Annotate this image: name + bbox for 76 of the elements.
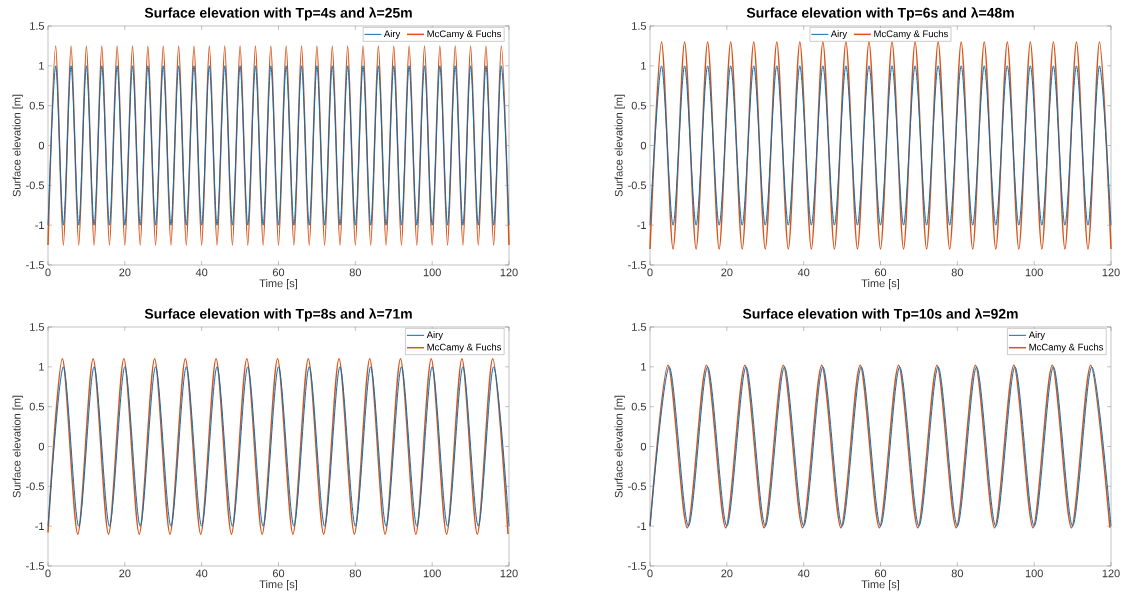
x-tick-label: 100 — [1025, 268, 1043, 277]
y-tick-label: -1.5 — [26, 261, 45, 269]
x-tick-label: 40 — [195, 268, 208, 277]
x-tick-label: 80 — [951, 569, 963, 578]
y-tick-label: 1 — [641, 62, 646, 70]
legend-label: Airy — [383, 30, 401, 40]
y-axis-title: Surface elevation [m] — [12, 94, 23, 197]
x-axis-title: Time [s] — [861, 279, 899, 290]
x-tick-label: 60 — [874, 268, 887, 277]
chart-title: Surface elevation with Tp=4s and λ=25m — [144, 7, 412, 21]
legend-label: McCamy & Fuchs — [874, 30, 948, 40]
y-tick-label: -1 — [637, 522, 646, 530]
y-tick-label: 0.5 — [631, 101, 647, 110]
x-tick-label: 60 — [272, 569, 285, 578]
legend-label: Airy — [1028, 331, 1046, 341]
chart-title: Surface elevation with Tp=8s and λ=71m — [144, 308, 412, 322]
x-axis-title: Time [s] — [259, 580, 297, 591]
x-tick-label: 60 — [272, 268, 285, 277]
x-tick-label: 100 — [423, 569, 441, 578]
x-tick-label: 20 — [119, 268, 131, 277]
y-tick-label: 1 — [39, 62, 44, 70]
y-axis-title: Surface elevation [m] — [614, 94, 625, 197]
x-axis-title: Time [s] — [861, 580, 899, 591]
x-axis-title: Time [s] — [259, 279, 297, 290]
y-tick-label: 0 — [640, 141, 647, 150]
y-tick-label: -1.5 — [26, 562, 45, 570]
y-tick-label: 0.5 — [631, 402, 647, 411]
x-tick-label: 0 — [45, 569, 51, 578]
x-tick-label: 20 — [721, 268, 733, 277]
chart-title: Surface elevation with Tp=10s and λ=92m — [742, 308, 1018, 322]
y-tick-label: 1.5 — [30, 22, 45, 30]
y-tick-label: 0 — [38, 442, 45, 451]
y-tick-label: 0.5 — [29, 402, 45, 411]
y-tick-label: 0 — [640, 442, 647, 451]
y-axis-title: Surface elevation [m] — [614, 395, 625, 498]
x-tick-label: 120 — [500, 569, 518, 578]
y-tick-label: -0.5 — [628, 181, 647, 190]
legend-label: McCamy & Fuchs — [427, 343, 502, 353]
x-tick-label: 20 — [721, 569, 733, 578]
x-tick-label: 40 — [797, 268, 810, 277]
x-tick-label: 0 — [45, 268, 51, 277]
x-tick-label: 80 — [349, 569, 361, 578]
y-tick-label: 1.5 — [632, 323, 647, 331]
legend-label: Airy — [830, 30, 848, 40]
y-tick-label: -1.5 — [628, 562, 647, 570]
x-tick-label: 100 — [1025, 569, 1043, 578]
y-tick-label: -1.5 — [628, 261, 647, 269]
chart-title: Surface elevation with Tp=6s and λ=48m — [746, 7, 1014, 21]
y-tick-label: 0 — [38, 141, 45, 150]
y-tick-label: 0.5 — [29, 101, 45, 110]
y-tick-label: -1 — [637, 221, 646, 229]
x-tick-label: 0 — [647, 268, 653, 277]
x-tick-label: 60 — [874, 569, 887, 578]
y-tick-label: -1 — [35, 221, 44, 229]
legend-label: Airy — [426, 331, 444, 341]
y-tick-label: -0.5 — [26, 482, 45, 491]
legend-label: McCamy & Fuchs — [1029, 343, 1104, 353]
y-tick-label: -1 — [35, 522, 44, 530]
x-tick-label: 0 — [647, 569, 653, 578]
x-tick-label: 80 — [349, 268, 361, 277]
y-tick-label: 1.5 — [632, 22, 647, 30]
x-tick-label: 40 — [195, 569, 208, 578]
x-tick-label: 40 — [797, 569, 810, 578]
y-tick-label: -0.5 — [628, 482, 647, 491]
y-axis-title: Surface elevation [m] — [12, 395, 23, 498]
x-tick-label: 20 — [119, 569, 131, 578]
legend-label: McCamy & Fuchs — [427, 30, 502, 40]
y-tick-label: -0.5 — [26, 181, 45, 190]
y-tick-label: 1 — [39, 363, 44, 371]
x-tick-label: 120 — [1102, 268, 1120, 277]
y-tick-label: 1.5 — [30, 323, 45, 331]
x-tick-label: 100 — [423, 268, 441, 277]
y-tick-label: 1 — [641, 363, 646, 371]
x-tick-label: 120 — [500, 268, 518, 277]
x-tick-label: 80 — [951, 268, 963, 277]
x-tick-label: 120 — [1102, 569, 1120, 578]
